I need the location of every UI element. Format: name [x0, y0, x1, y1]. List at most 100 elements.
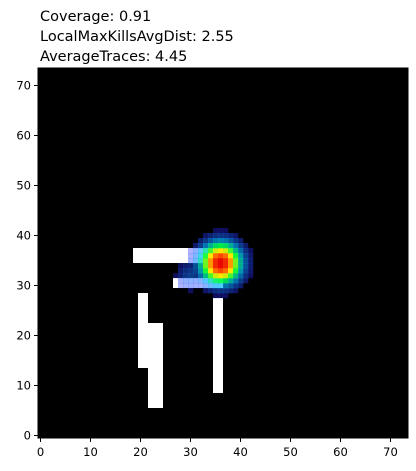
- heat-cell: [193, 278, 199, 284]
- heat-cell: [203, 283, 209, 289]
- y-tick-label: 0: [24, 429, 31, 443]
- heat-cell: [213, 228, 219, 234]
- heat-cell: [218, 253, 224, 259]
- heat-cell: [203, 268, 209, 274]
- heat-cell: [233, 263, 239, 269]
- heat-cell: [198, 283, 204, 289]
- heat-cell: [208, 233, 214, 239]
- heat-cell: [233, 278, 239, 284]
- heat-cell: [228, 288, 234, 294]
- heat-cell: [188, 273, 194, 279]
- heat-cell: [213, 258, 219, 264]
- heat-cell: [208, 288, 214, 294]
- x-tick-label: 40: [233, 445, 248, 459]
- heat-cell: [208, 248, 214, 254]
- heat-cell: [183, 283, 189, 289]
- heat-cell: [203, 248, 209, 254]
- heat-cell: [178, 273, 184, 279]
- heat-cell: [178, 263, 184, 269]
- heat-field: [173, 228, 254, 299]
- heat-cell: [188, 268, 194, 274]
- heat-cell: [223, 273, 229, 279]
- heat-cell: [248, 258, 254, 264]
- heat-cell: [198, 273, 204, 279]
- heat-cell: [223, 248, 229, 254]
- heat-cell: [248, 273, 254, 279]
- heat-cell: [198, 238, 204, 244]
- heat-cell: [223, 278, 229, 284]
- heat-cell: [223, 293, 229, 299]
- heat-cell: [248, 248, 254, 254]
- heat-cell: [243, 268, 249, 274]
- y-tick-label: 20: [16, 329, 31, 343]
- heat-cell: [198, 263, 204, 269]
- heat-cell: [188, 248, 194, 254]
- heat-cell: [213, 268, 219, 274]
- heat-cell: [228, 238, 234, 244]
- heat-cell: [213, 238, 219, 244]
- x-tick-label: 70: [383, 445, 398, 459]
- heat-cell: [233, 233, 239, 239]
- heat-cell: [228, 283, 234, 289]
- heat-cell: [218, 273, 224, 279]
- heat-cell: [238, 238, 244, 244]
- x-tick-label: 30: [183, 445, 198, 459]
- heat-cell: [183, 278, 189, 284]
- heat-cell: [218, 268, 224, 274]
- heat-cell: [218, 288, 224, 294]
- heat-cell: [228, 253, 234, 259]
- heat-cell: [238, 248, 244, 254]
- heat-cell: [198, 243, 204, 249]
- path-cell-0: [148, 323, 163, 408]
- x-tick-label: 10: [83, 445, 98, 459]
- heat-cell: [218, 238, 224, 244]
- y-tick-label: 70: [16, 79, 31, 93]
- heat-cell: [223, 283, 229, 289]
- heat-cell: [198, 278, 204, 284]
- heat-cell: [193, 263, 199, 269]
- heat-cell: [193, 243, 199, 249]
- heat-cell: [233, 288, 239, 294]
- heat-cell: [193, 253, 199, 259]
- heat-cell: [228, 278, 234, 284]
- heat-cell: [213, 288, 219, 294]
- heat-cell: [233, 238, 239, 244]
- heat-cell: [183, 273, 189, 279]
- heat-cell: [203, 278, 209, 284]
- heat-cell: [208, 283, 214, 289]
- heat-cell: [193, 268, 199, 274]
- heat-cell: [218, 283, 224, 289]
- heat-cell: [228, 248, 234, 254]
- heat-cell: [193, 283, 199, 289]
- heat-cell: [203, 288, 209, 294]
- heat-cell: [233, 273, 239, 279]
- heat-cell: [228, 268, 234, 274]
- heat-cell: [198, 258, 204, 264]
- heat-cell: [233, 258, 239, 264]
- heat-cell: [213, 248, 219, 254]
- heat-cell: [243, 263, 249, 269]
- heat-cell: [248, 268, 254, 274]
- heat-cell: [223, 233, 229, 239]
- axes-frame: [37, 67, 409, 439]
- heat-cell: [183, 263, 189, 269]
- heat-cell: [203, 233, 209, 239]
- heat-cell: [238, 258, 244, 264]
- heat-cell: [223, 243, 229, 249]
- heat-cell: [208, 243, 214, 249]
- plot-area: [38, 68, 408, 438]
- axes-border: [37, 67, 409, 439]
- heat-cell: [173, 273, 179, 279]
- heat-cell: [233, 253, 239, 259]
- heat-cell: [178, 283, 184, 289]
- heat-cell: [203, 253, 209, 259]
- heat-cell: [203, 273, 209, 279]
- heat-cell: [213, 278, 219, 284]
- heat-cell: [218, 248, 224, 254]
- heat-cell: [193, 258, 199, 264]
- heat-cell: [198, 253, 204, 259]
- heat-cell: [203, 243, 209, 249]
- heat-cell: [228, 233, 234, 239]
- heat-cell: [223, 288, 229, 294]
